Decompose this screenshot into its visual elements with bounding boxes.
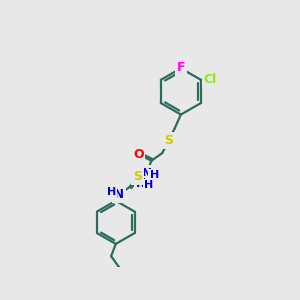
Text: H: H [150,170,159,180]
Text: S: S [164,134,173,147]
Text: Cl: Cl [204,74,217,86]
Text: O: O [133,148,144,161]
Text: F: F [177,61,185,74]
Text: N: N [114,188,124,201]
Text: N: N [136,177,146,190]
Text: H: H [106,187,116,197]
Text: S: S [133,169,142,183]
Text: N: N [142,167,152,180]
Text: H: H [145,180,154,190]
